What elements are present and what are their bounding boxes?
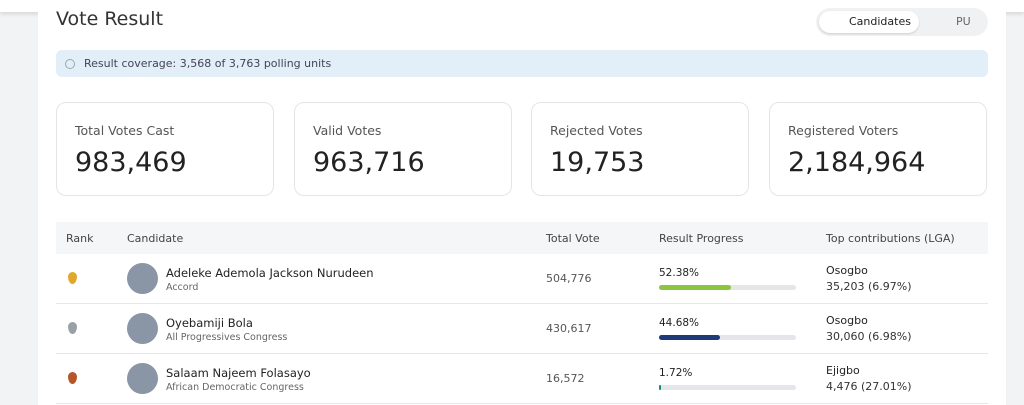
- candidate-name: Adeleke Ademola Jackson Nurudeen: [166, 266, 374, 280]
- stat-value: 19,753: [550, 147, 645, 178]
- card: [38, 12, 1006, 405]
- top-lga: Osogbo: [826, 314, 868, 327]
- party-name: African Democratic Congress: [166, 382, 304, 393]
- stat-label: Rejected Votes: [550, 123, 643, 138]
- top-lga-votes: 35,203 (6.97%): [826, 280, 912, 293]
- stat-value: 983,469: [75, 147, 187, 178]
- progress-bar: [659, 385, 662, 390]
- rank-medal: [68, 372, 77, 384]
- progress-label: 1.72%: [659, 367, 693, 379]
- stat-card: Valid Votes 963,716: [294, 102, 512, 196]
- top-bar: [0, 0, 1024, 12]
- stat-card: Registered Voters 2,184,964: [769, 102, 987, 196]
- rank-medal: [68, 322, 77, 334]
- stat-label: Total Votes Cast: [75, 123, 175, 138]
- stat-card: Total Votes Cast 983,469: [56, 102, 274, 196]
- table-header: [56, 222, 988, 254]
- rank-medal: [68, 272, 77, 284]
- stat-label: Registered Voters: [788, 123, 899, 138]
- progress-track: [659, 335, 796, 340]
- progress-bar: [659, 335, 721, 340]
- top-lga: Ejigbo: [826, 364, 860, 377]
- top-lga-votes: 30,060 (6.98%): [826, 330, 912, 343]
- stat-value: 963,716: [313, 147, 425, 178]
- column-header: Candidate: [127, 232, 184, 245]
- progress-bar: [659, 285, 731, 290]
- column-header: Result Progress: [659, 232, 744, 245]
- total-vote: 430,617: [546, 322, 592, 335]
- tab[interactable]: Candidates: [819, 11, 919, 33]
- party-name: All Progressives Congress: [166, 332, 288, 343]
- candidate-row: Oyebamiji Bola All Progressives Congress 4…: [56, 304, 988, 354]
- stat-value: 2,184,964: [788, 147, 926, 178]
- top-lga-votes: 4,476 (27.01%): [826, 380, 912, 393]
- column-header: Top contributions (LGA): [826, 232, 955, 245]
- page-title: Vote Result: [56, 8, 164, 30]
- progress-label: 52.38%: [659, 267, 700, 279]
- progress-track: [659, 385, 796, 390]
- coverage-banner: Result coverage: 3,568 of 3,763 polling …: [56, 50, 988, 77]
- tab[interactable]: PU: [956, 15, 971, 28]
- progress-label: 44.68%: [659, 317, 700, 329]
- candidate-name: Salaam Najeem Folasayo: [166, 366, 311, 380]
- total-vote: 16,572: [546, 372, 585, 385]
- total-vote: 504,776: [546, 272, 592, 285]
- avatar: [127, 363, 158, 394]
- column-header: Total Vote: [546, 232, 600, 245]
- column-header: Rank: [66, 232, 94, 245]
- view-toggle: Candidates PU: [816, 8, 988, 36]
- candidate-name: Oyebamiji Bola: [166, 316, 253, 330]
- stat-card: Rejected Votes 19,753: [531, 102, 749, 196]
- avatar: [127, 263, 158, 294]
- party-name: Accord: [166, 282, 199, 293]
- avatar: [127, 313, 158, 344]
- candidate-row: Salaam Najeem Folasayo African Democratic…: [56, 354, 988, 404]
- candidate-row: Adeleke Ademola Jackson Nurudeen Accord 50…: [56, 254, 988, 304]
- progress-track: [659, 285, 796, 290]
- top-lga: Osogbo: [826, 264, 868, 277]
- stat-label: Valid Votes: [313, 123, 382, 138]
